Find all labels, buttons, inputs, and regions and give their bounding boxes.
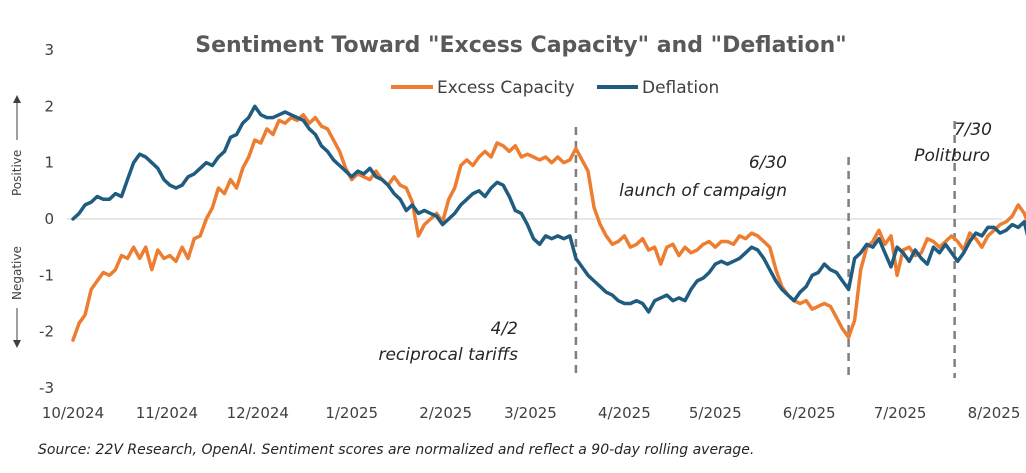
y-tick-label: -3 (39, 379, 54, 397)
x-tick-label: 8/2025 (968, 404, 1021, 422)
positive-label: Positive (10, 150, 24, 196)
y-tick-label: 3 (44, 41, 54, 59)
y-tick-label: -1 (39, 266, 54, 284)
event-lines (574, 121, 956, 378)
legend-label-excess-capacity: Excess Capacity (437, 78, 575, 98)
y-tick-label: 0 (44, 210, 54, 228)
x-tick-label: 2/2025 (419, 404, 472, 422)
x-tick-label: 7/2025 (874, 404, 927, 422)
x-tick-label: 1/2025 (325, 404, 378, 422)
negative-label: Negative (10, 246, 24, 300)
y-tick-label: 1 (44, 154, 54, 172)
x-tick-label: 6/2025 (783, 404, 836, 422)
x-tick-label: 12/2024 (227, 404, 289, 422)
up-arrow-icon (13, 95, 21, 103)
event-label-text-tariffs: reciprocal tariffs (378, 345, 518, 365)
series-line-excess-capacity (71, 113, 1026, 342)
y-axis-side-annotation: Positive Negative (10, 95, 24, 348)
series-lines (71, 104, 1026, 342)
y-axis-tick-labels: 3 2 1 0 -1 -2 -3 (39, 41, 54, 397)
x-tick-label: 11/2024 (136, 404, 198, 422)
x-tick-label: 3/2025 (504, 404, 557, 422)
series-line-deflation (71, 104, 1026, 314)
source-note: Source: 22V Research, OpenAI. Sentiment … (38, 442, 755, 458)
chart-title: Sentiment Toward "Excess Capacity" and "… (195, 33, 846, 58)
x-axis-tick-labels: 10/2024 11/2024 12/2024 1/2025 2/2025 3/2025 4… (42, 404, 1021, 422)
event-label-date-tariffs: 4/2 (491, 319, 518, 339)
x-tick-label: 4/2025 (598, 404, 651, 422)
x-tick-label: 10/2024 (42, 404, 104, 422)
event-annotations: 4/2 reciprocal tariffs 6/30 launch of ca… (378, 120, 992, 365)
x-tick-label: 5/2025 (689, 404, 742, 422)
y-tick-label: -2 (39, 323, 54, 341)
legend: Excess Capacity Deflation (391, 78, 719, 98)
event-label-date-campaign: 6/30 (749, 153, 787, 173)
event-label-date-politburo: 7/30 (954, 120, 992, 140)
y-tick-label: 2 (44, 97, 54, 115)
event-label-text-campaign: launch of campaign (619, 181, 787, 201)
down-arrow-icon (13, 340, 21, 348)
legend-label-deflation: Deflation (642, 78, 719, 98)
event-label-text-politburo: Politburo (914, 146, 990, 166)
